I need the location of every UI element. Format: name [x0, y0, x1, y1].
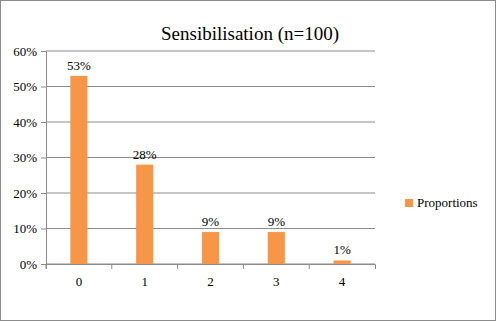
x-tick: 0: [46, 264, 82, 289]
x-tick: 3: [243, 264, 279, 289]
bars: [70, 76, 350, 264]
data-label: 53%: [67, 58, 91, 73]
legend-label: Proportions: [417, 195, 478, 210]
x-tick-mark: [309, 264, 310, 269]
bar: [136, 165, 153, 264]
x-tick-mark: [243, 264, 244, 269]
y-tick-label: 50%: [13, 79, 37, 94]
data-label: 9%: [202, 214, 220, 229]
x-tick-label: 0: [76, 274, 83, 289]
x-tick: 1: [112, 264, 148, 289]
chart-frame: [1, 1, 496, 321]
bar: [70, 76, 87, 264]
x-axis-line: [47, 265, 376, 270]
bar: [334, 260, 351, 264]
y-tick-mark: [41, 51, 46, 52]
y-tick: 40%: [13, 115, 46, 130]
x-tick-mark: [46, 264, 47, 269]
grid-line: [46, 51, 375, 52]
y-tick: 60%: [13, 44, 46, 59]
data-label: 28%: [133, 147, 157, 162]
y-tick-label: 10%: [13, 221, 37, 236]
y-tick-mark: [41, 87, 46, 88]
grid: [46, 51, 375, 264]
y-tick: 10%: [13, 221, 46, 236]
x-tick: 4: [309, 264, 346, 289]
legend: Proportions: [405, 195, 478, 210]
bar: [202, 232, 219, 264]
grid-line: [46, 193, 375, 194]
y-tick: 30%: [13, 150, 46, 165]
grid-line: [46, 122, 375, 123]
y-tick-mark: [41, 193, 46, 194]
y-tick: 50%: [13, 79, 46, 94]
x-tick-label: 2: [207, 274, 214, 289]
y-tick-label: 30%: [13, 150, 37, 165]
y-tick-label: 40%: [13, 115, 37, 130]
data-label: 9%: [268, 214, 286, 229]
y-tick-mark: [41, 158, 46, 159]
y-tick-mark: [41, 264, 46, 265]
y-axis-line: [41, 52, 47, 265]
chart: Sensibilisation (n=100) 0% 10% 20% 30% 40% 50%…: [0, 0, 496, 321]
x-tick-mark: [111, 264, 112, 269]
x-tick-mark: [177, 264, 178, 269]
y-tick: 0%: [20, 257, 46, 272]
y-tick-mark: [41, 122, 46, 123]
x-tick: 2: [178, 264, 214, 289]
data-labels: 53% 28% 9% 9% 1%: [67, 58, 351, 258]
y-axis: 0% 10% 20% 30% 40% 50% 60%: [13, 44, 46, 272]
y-tick-mark: [41, 229, 46, 230]
data-label: 1%: [333, 242, 351, 257]
x-axis: 0 1 2 3 4: [46, 264, 376, 289]
y-tick-label: 0%: [20, 257, 38, 272]
chart-title: Sensibilisation (n=100): [161, 23, 339, 45]
legend-swatch: [405, 199, 413, 207]
y-tick: 20%: [13, 186, 46, 201]
bar: [268, 232, 285, 264]
x-tick-label: 1: [141, 274, 148, 289]
grid-line: [46, 157, 375, 158]
y-tick-label: 60%: [13, 44, 37, 59]
grid-line: [46, 86, 375, 87]
x-tick-label: 3: [273, 274, 280, 289]
x-tick-label: 4: [339, 274, 346, 289]
y-tick-label: 20%: [13, 186, 37, 201]
